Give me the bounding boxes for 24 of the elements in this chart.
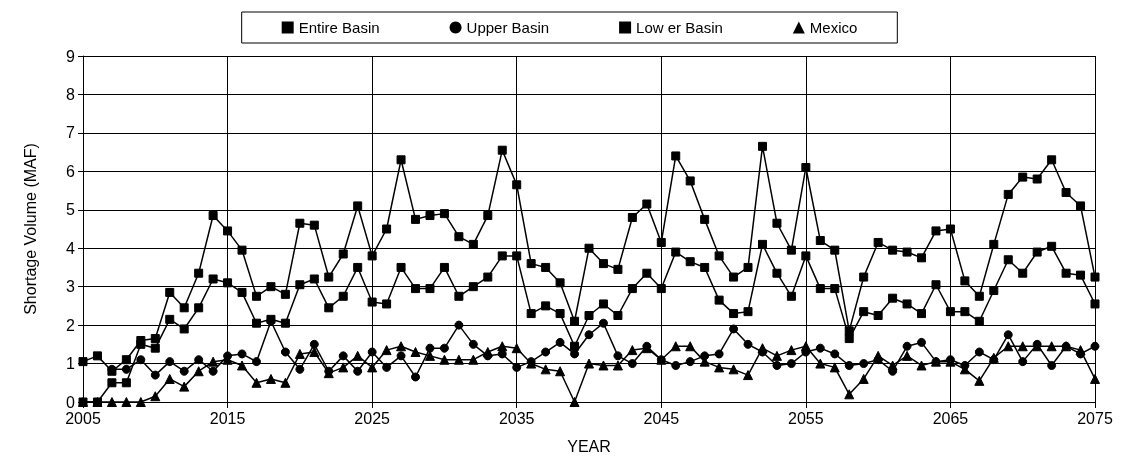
x-tick-label: 2075 [1077,409,1113,427]
x-tick-label: 2055 [788,409,824,427]
y-tick-label: 2 [66,316,76,334]
y-axis-title: Shortage Volume (MAF) [21,143,39,315]
y-tick-label: 7 [66,124,76,142]
legend-label: Upper Basin [466,19,550,36]
y-tick-label: 3 [66,278,76,296]
x-tick-label: 2005 [65,409,101,427]
x-tick-label: 2035 [498,409,535,427]
legend-label: Low er Basin [636,19,723,36]
y-tick-label: 5 [66,201,76,219]
x-tick-label: 2025 [354,409,391,427]
x-tick-label: 2015 [209,409,246,427]
x-tick-label: 2065 [932,409,969,427]
legend-label: Entire Basin [298,19,380,36]
y-tick-label: 9 [66,47,76,65]
y-tick-label: 6 [66,162,76,180]
y-tick-label: 0 [66,393,76,411]
y-tick-label: 1 [66,355,76,373]
x-axis-title: YEAR [567,437,611,455]
y-tick-label: 4 [66,239,76,257]
legend-label: Mexico [809,19,858,36]
y-tick-label: 8 [66,85,76,103]
x-tick-label: 2045 [643,409,680,427]
